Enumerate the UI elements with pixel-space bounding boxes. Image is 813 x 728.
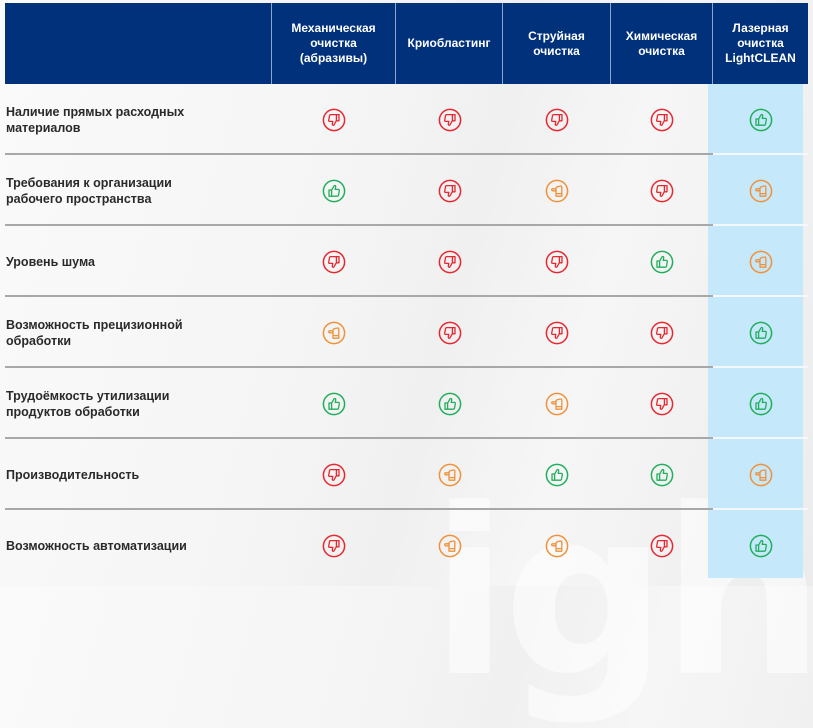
rating-cell-chemical-cleaning xyxy=(611,439,713,510)
header-corner xyxy=(5,3,272,84)
table-row: Трудоёмкость утилизации продуктов обрабо… xyxy=(5,368,808,439)
rating-cell-mechanical-cleaning xyxy=(272,368,396,439)
rating-cell-chemical-cleaning xyxy=(611,226,713,297)
rating-cell-jet-cleaning xyxy=(503,297,611,368)
table-row: Уровень шума xyxy=(5,226,808,297)
rating-cell-chemical-cleaning xyxy=(611,155,713,226)
rating-cell-laser-cleaning xyxy=(713,510,808,581)
hand-sideways-icon xyxy=(749,179,772,202)
header-laser-cleaning: Лазерная очистка LightCLEAN xyxy=(713,3,808,84)
thumbs-up-icon xyxy=(749,534,772,557)
rating-cell-jet-cleaning xyxy=(503,510,611,581)
thumbs-down-icon xyxy=(650,321,674,344)
thumbs-down-icon xyxy=(650,534,674,557)
rating-cell-laser-cleaning xyxy=(713,368,808,439)
rating-cell-jet-cleaning xyxy=(503,84,611,155)
table-row: Наличие прямых расходных материалов xyxy=(5,84,808,155)
thumbs-up-icon xyxy=(650,250,674,273)
rating-cell-laser-cleaning xyxy=(713,226,808,297)
hand-sideways-icon xyxy=(322,321,346,344)
thumbs-down-icon xyxy=(438,108,461,131)
thumbs-up-icon xyxy=(749,321,772,344)
thumbs-down-icon xyxy=(438,321,461,344)
thumbs-up-icon xyxy=(545,463,569,486)
thumbs-up-icon xyxy=(650,463,674,486)
row-divider xyxy=(713,508,808,510)
hand-sideways-icon xyxy=(749,250,772,273)
thumbs-down-icon xyxy=(438,250,461,273)
rating-cell-laser-cleaning xyxy=(713,297,808,368)
row-divider xyxy=(713,153,808,155)
table-row: Возможность прецизионной обработки xyxy=(5,297,808,368)
thumbs-down-icon xyxy=(545,108,569,131)
thumbs-down-icon xyxy=(322,108,346,131)
thumbs-up-icon xyxy=(322,392,346,415)
hand-sideways-icon xyxy=(545,179,569,202)
thumbs-down-icon xyxy=(438,179,461,202)
rating-cell-mechanical-cleaning xyxy=(272,84,396,155)
row-divider xyxy=(713,437,808,439)
row-label: Производительность xyxy=(6,467,140,482)
rating-cell-laser-cleaning xyxy=(713,439,808,510)
hand-sideways-icon xyxy=(438,463,461,486)
rating-cell-cryoblasting xyxy=(396,297,503,368)
rating-cell-chemical-cleaning xyxy=(611,368,713,439)
thumbs-down-icon xyxy=(322,534,346,557)
table-header: Механическая очистка (абразивы) Криоблас… xyxy=(5,3,808,84)
rating-cell-laser-cleaning xyxy=(713,84,808,155)
row-label: Уровень шума xyxy=(6,254,95,269)
rating-cell-jet-cleaning xyxy=(503,155,611,226)
rating-cell-cryoblasting xyxy=(396,226,503,297)
rating-cell-cryoblasting xyxy=(396,155,503,226)
rating-cell-mechanical-cleaning xyxy=(272,510,396,581)
rating-cell-cryoblasting xyxy=(396,84,503,155)
rating-cell-mechanical-cleaning xyxy=(272,439,396,510)
hand-sideways-icon xyxy=(545,392,569,415)
header-mechanical-cleaning: Механическая очистка (абразивы) xyxy=(272,3,396,84)
header-cryoblasting: Криобластинг xyxy=(396,3,503,84)
thumbs-down-icon xyxy=(322,463,346,486)
header-jet-cleaning: Струйная очистка xyxy=(503,3,611,84)
thumbs-down-icon xyxy=(545,321,569,344)
thumbs-down-icon xyxy=(650,392,674,415)
hand-sideways-icon xyxy=(545,534,569,557)
row-divider xyxy=(713,224,808,226)
rating-cell-jet-cleaning xyxy=(503,368,611,439)
rating-cell-mechanical-cleaning xyxy=(272,226,396,297)
row-label: Наличие прямых расходных материалов xyxy=(6,104,185,135)
thumbs-up-icon xyxy=(749,392,772,415)
rating-cell-mechanical-cleaning xyxy=(272,297,396,368)
header-chemical-cleaning: Химическая очистка xyxy=(611,3,713,84)
thumbs-up-icon xyxy=(749,108,772,131)
table-row: Требования к организации рабочего простр… xyxy=(5,155,808,226)
thumbs-up-icon xyxy=(438,392,461,415)
row-divider xyxy=(713,366,808,368)
comparison-table: Механическая очистка (абразивы) Криоблас… xyxy=(5,3,808,581)
rating-cell-jet-cleaning xyxy=(503,226,611,297)
rating-cell-chemical-cleaning xyxy=(611,84,713,155)
thumbs-up-icon xyxy=(322,179,346,202)
thumbs-down-icon xyxy=(545,250,569,273)
hand-sideways-icon xyxy=(438,534,461,557)
row-label: Возможность прецизионной обработки xyxy=(6,317,183,348)
rating-cell-mechanical-cleaning xyxy=(272,155,396,226)
rating-cell-cryoblasting xyxy=(396,439,503,510)
row-divider xyxy=(713,295,808,297)
thumbs-down-icon xyxy=(322,250,346,273)
row-label: Трудоёмкость утилизации продуктов обрабо… xyxy=(6,388,170,419)
rating-cell-chemical-cleaning xyxy=(611,510,713,581)
rating-cell-laser-cleaning xyxy=(713,155,808,226)
rating-cell-cryoblasting xyxy=(396,368,503,439)
thumbs-down-icon xyxy=(650,179,674,202)
hand-sideways-icon xyxy=(749,463,772,486)
table-row: Производительность xyxy=(5,439,808,510)
rating-cell-chemical-cleaning xyxy=(611,297,713,368)
rating-cell-cryoblasting xyxy=(396,510,503,581)
table-body: Наличие прямых расходных материалов Треб… xyxy=(5,84,808,581)
row-label: Требования к организации рабочего простр… xyxy=(6,175,172,206)
rating-cell-jet-cleaning xyxy=(503,439,611,510)
table-row: Возможность автоматизации xyxy=(5,510,808,581)
thumbs-down-icon xyxy=(650,108,674,131)
row-label: Возможность автоматизации xyxy=(6,538,187,553)
